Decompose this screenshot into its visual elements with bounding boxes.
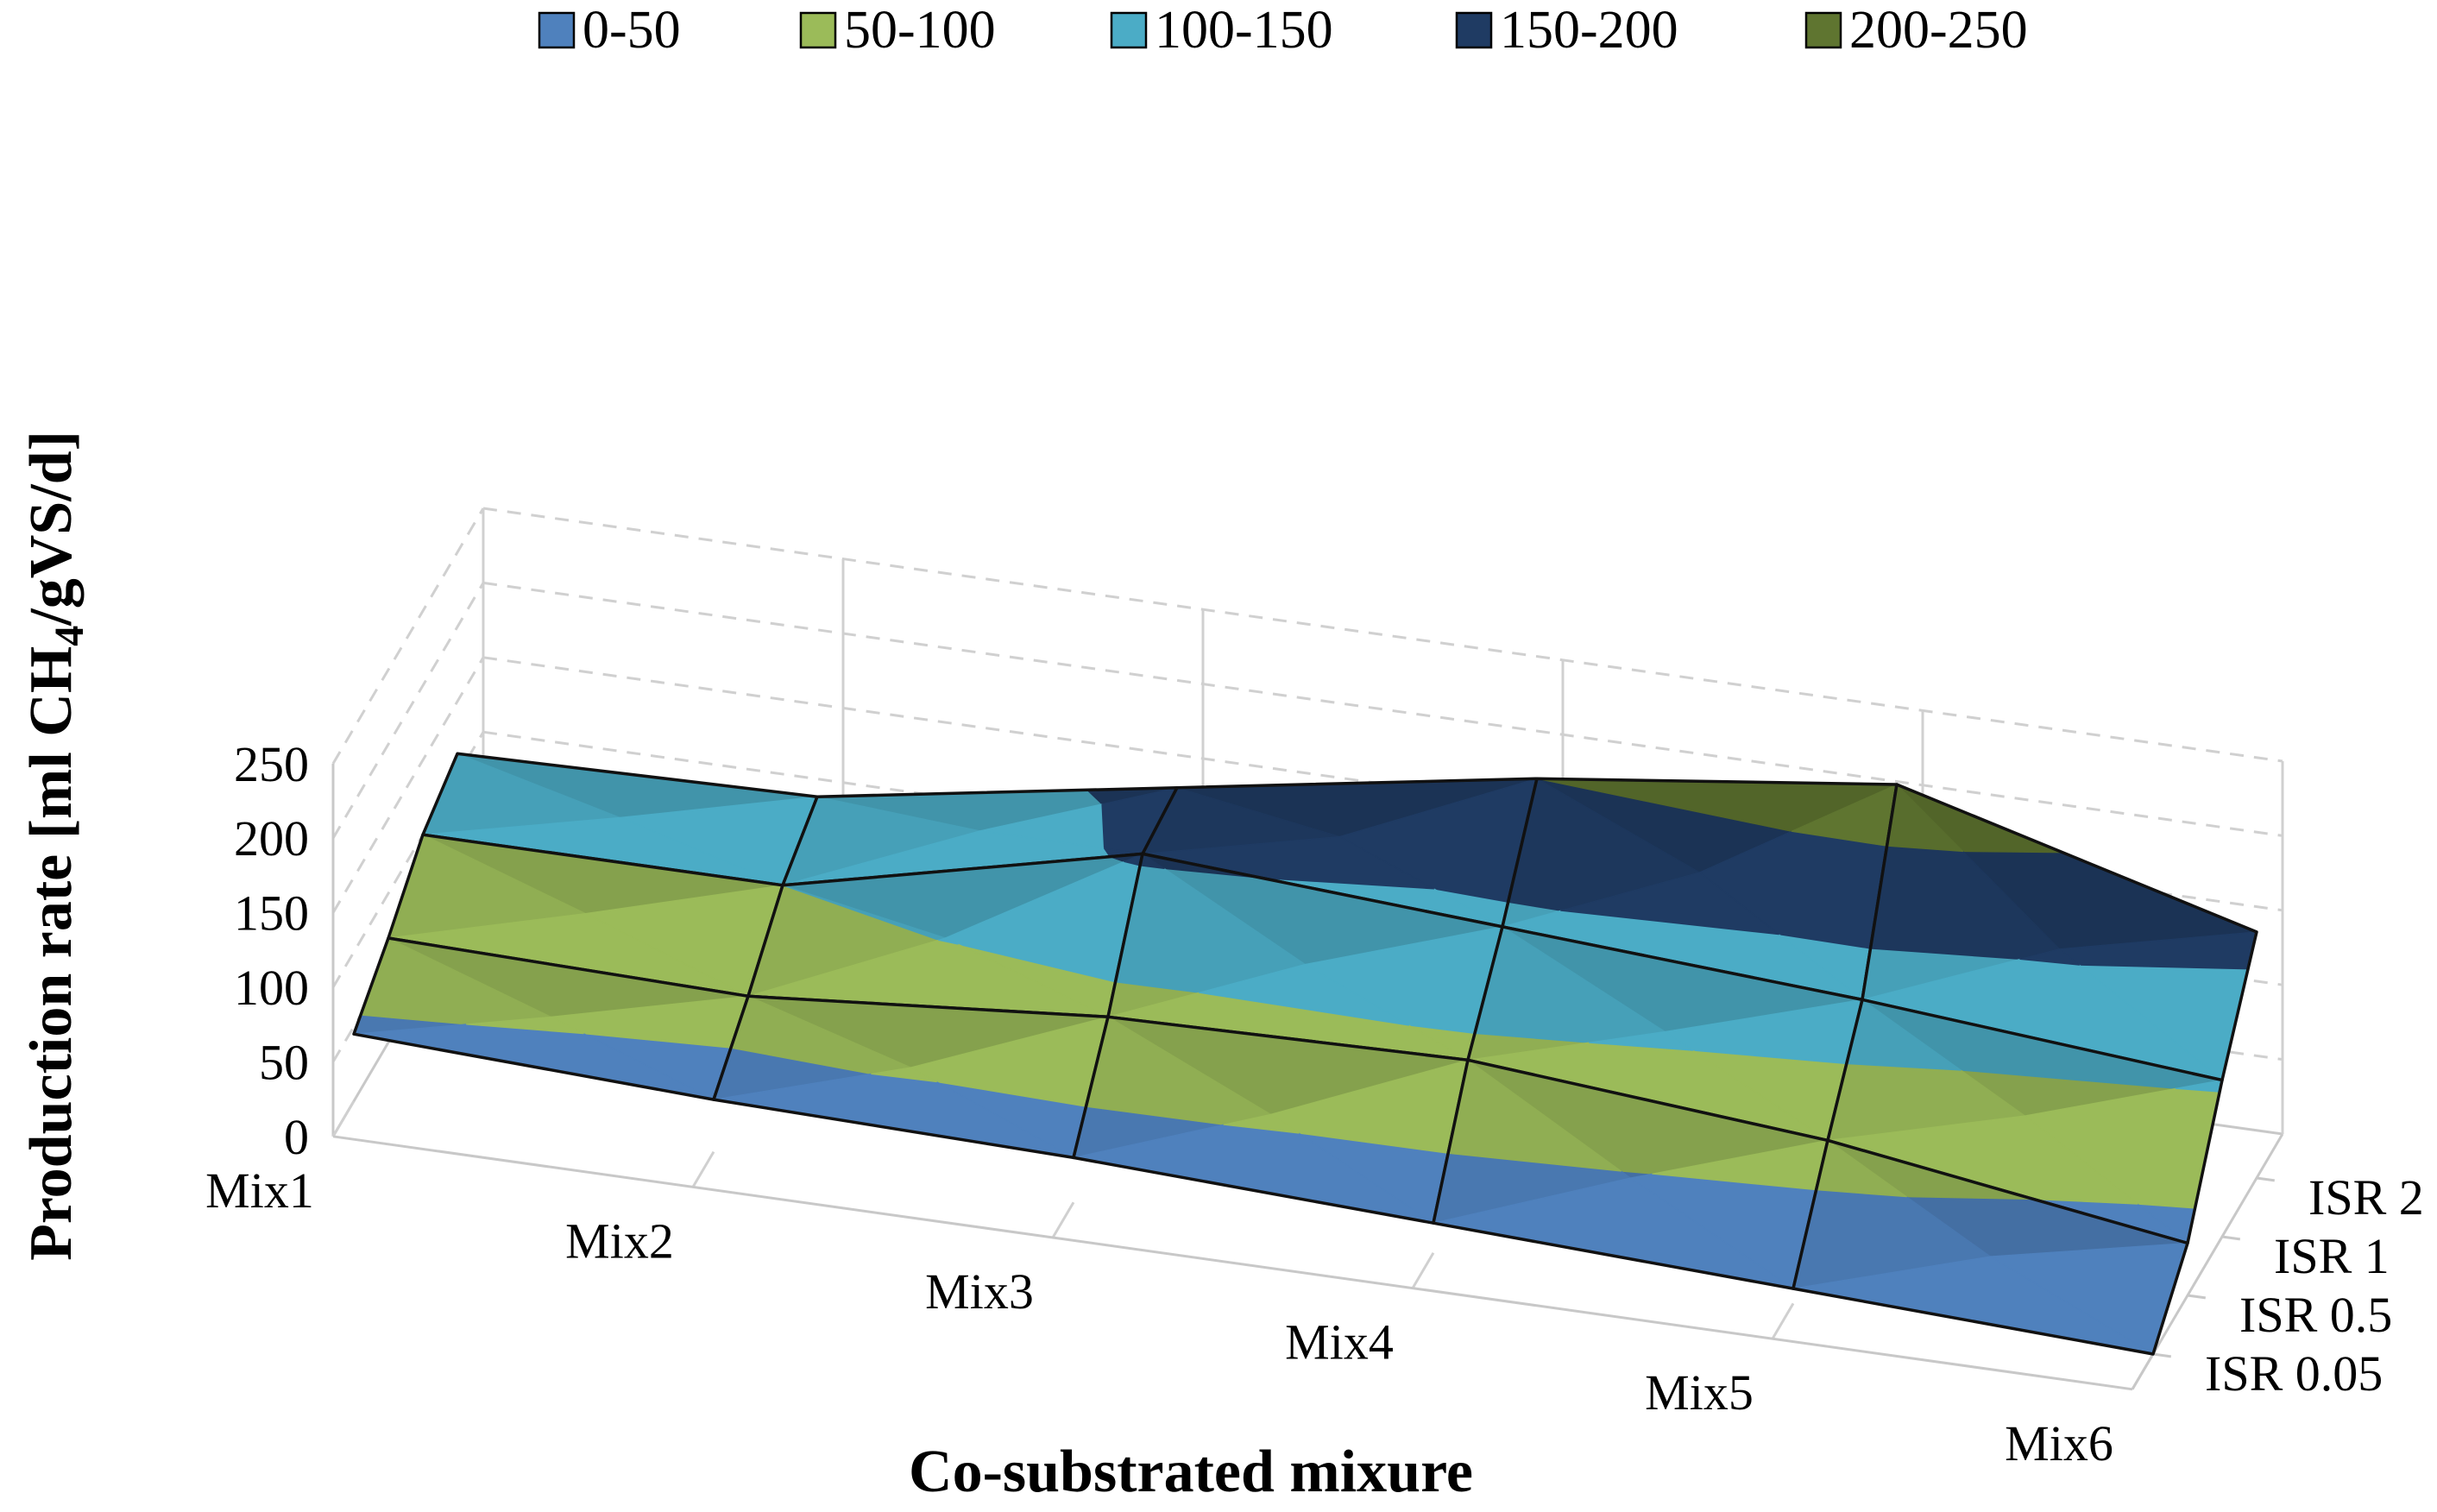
series-tick-label: ISR 2 [2308,1169,2424,1225]
side-wall-gridline-5 [331,507,485,765]
z-tick-label: 100 [234,960,309,1016]
z-tick-label: 250 [234,736,309,792]
z-tick-label: 150 [234,885,309,942]
surface-cell [352,936,750,1101]
depth-tick-3 [2221,1235,2241,1241]
axis-labels: 0 50 100 150 200 250 Mix1 Mix2 Mix3 Mix4 Mix5 Mix6 I… [205,736,2424,1471]
legend-swatch-3 [1110,11,1148,49]
x-axis-title: Co-substrated mixure [909,1439,1473,1505]
floor-category-line-2 [691,1150,715,1188]
surface-cell [1106,852,1504,1062]
surface-cell [1501,777,1899,1002]
back-wall-gridline-5 [482,507,2283,763]
side-wall-gridline-3 [331,657,485,914]
legend-label-4: 150-200 [1500,1,1678,60]
z-tick-label: 0 [284,1109,309,1165]
back-wall-gridline-4 [482,581,2283,837]
legend-swatch-2 [799,11,837,49]
surface-cell [1072,1015,1470,1225]
surface-band-3 [1588,1030,1694,1051]
x-tick-label: Mix4 [1285,1314,1394,1370]
x-tick-label: Mix3 [925,1263,1034,1320]
legend-swatch-4 [1455,11,1493,49]
floor-category-line-1 [331,1100,356,1137]
legend-swatch-5 [1804,11,1842,49]
floor-category-line-4 [1411,1252,1435,1289]
surface-band-2 [871,1067,937,1083]
legend-label-3: 100-150 [1155,1,1333,60]
series-tick-label: ISR 0.5 [2239,1287,2392,1343]
surface-band-2 [1223,1113,1300,1134]
surface-cell [1466,925,1864,1143]
back-wall-gridline-2 [482,730,2283,986]
side-wall-gridline-4 [331,582,485,839]
depth-axis-line [2131,1133,2284,1390]
surface-cell [1432,1058,1829,1290]
series-tick-label: ISR 0.05 [2205,1345,2383,1402]
legend-swatch-1 [538,11,576,49]
legend: 0-50 50-100 100-150 150-200 200-250 [538,1,2028,60]
legend-label-2: 50-100 [844,1,996,60]
floor-category-line-3 [1051,1201,1075,1238]
depth-tick-2 [2187,1294,2207,1300]
x-tick-label: Mix2 [565,1213,674,1269]
surface-cell-edge [1792,1138,2189,1356]
x-tick-label: Mix5 [1645,1364,1754,1421]
series-tick-label: ISR 1 [2274,1228,2390,1284]
back-wall-gridline-3 [482,656,2283,912]
y-axis-title-subscript: 4 [47,626,92,646]
surface-band-3 [937,937,959,945]
z-tick-label: 50 [259,1034,309,1090]
x-tick-label: Mix6 [2005,1415,2113,1471]
x-tick-label: Mix1 [205,1162,314,1219]
depth-tick-4 [2256,1176,2276,1182]
surface-cell [1792,1138,2189,1356]
y-axis-title: Production rate [ml CH4/gVS/d] [18,431,92,1261]
surface-cell [781,785,1179,887]
x-axis-line [332,1135,2133,1391]
surface-band-2 [465,1016,584,1035]
legend-label-1: 0-50 [582,1,681,60]
surface-band-4 [1560,872,1779,936]
y-axis-title-tail: /gVS/d] [18,431,85,627]
y-axis-title-main: Production rate [ml CH [18,646,85,1261]
legend-label-5: 200-250 [1849,1,2028,60]
z-tick-label: 200 [234,810,309,866]
surface-cell [1861,783,2258,1082]
surface-band-4 [2019,948,2081,966]
surface-plot [352,752,2258,1356]
surface-band-3 [1198,963,1410,1026]
surface-cell [712,994,1110,1160]
surface-cell [1826,998,2224,1245]
depth-tick-1 [2152,1352,2172,1358]
floor-category-line-5 [1771,1302,1795,1339]
